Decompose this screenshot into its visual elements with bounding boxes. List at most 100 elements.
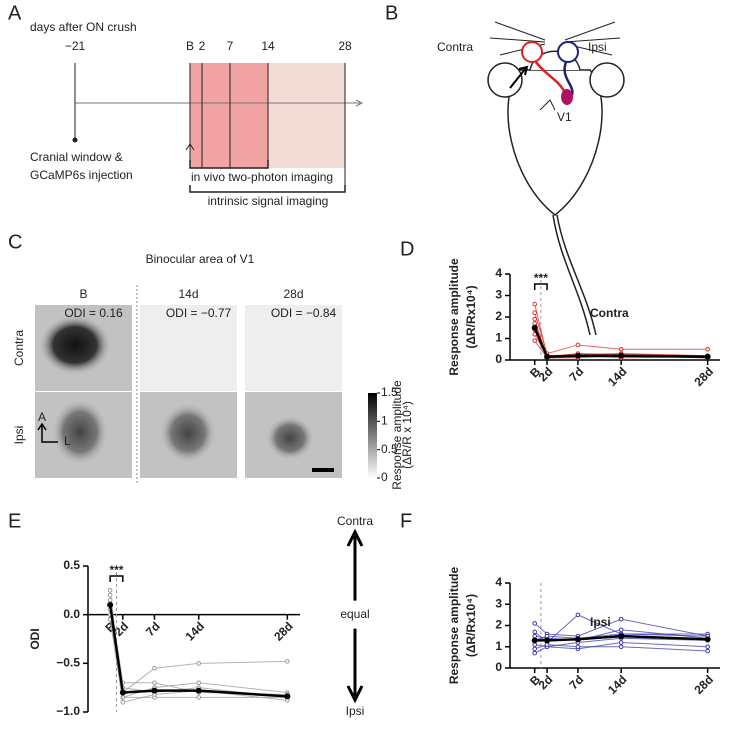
tick-label: 14 <box>261 39 275 53</box>
orientation: L <box>64 434 71 448</box>
row-label: Contra <box>12 330 26 366</box>
colorbar-tick-label: 0 <box>381 470 388 484</box>
point <box>119 689 126 696</box>
x-tick-label: 2d <box>536 672 556 692</box>
label: V1 <box>557 110 572 124</box>
point <box>575 612 581 618</box>
orientation-arrows <box>37 422 58 443</box>
maps: B 14d 28d Contra Ipsi ODI = 0.16 ODI = −0.77 OD… <box>12 287 342 478</box>
point <box>532 629 538 635</box>
point <box>618 633 625 640</box>
point <box>152 680 157 686</box>
point <box>107 592 113 598</box>
label: Ipsi <box>588 40 607 54</box>
x-tick-label: 14d <box>605 672 630 697</box>
point <box>618 616 624 622</box>
point <box>196 695 202 700</box>
point <box>532 316 538 322</box>
y-tick-label: 4 <box>495 575 502 589</box>
point <box>107 601 114 608</box>
panel-label: E <box>8 510 21 532</box>
panel-label: B <box>385 2 398 24</box>
point <box>152 665 157 671</box>
tick-label: 7 <box>227 39 234 53</box>
point <box>574 352 581 359</box>
point <box>618 627 624 633</box>
point <box>532 621 538 626</box>
x-tick-label: 28d <box>271 619 296 644</box>
colorbar-tick-label: 0.5 <box>381 442 398 456</box>
note: Cranial window & <box>30 150 123 164</box>
point <box>618 640 624 645</box>
direction-label: equal <box>340 607 369 621</box>
point <box>120 699 126 705</box>
point <box>196 680 202 686</box>
colorbar-label: Response amplitude <box>390 380 404 490</box>
axis-title: days after ON crush <box>30 20 137 34</box>
arrow <box>509 65 529 89</box>
response-blob <box>160 403 216 463</box>
significance: *** <box>109 563 123 577</box>
response-blob <box>266 416 314 460</box>
y-tick-label: 2 <box>495 618 502 632</box>
panel-label: A <box>8 2 22 24</box>
point <box>705 644 710 650</box>
x-tick-label: 7d <box>566 672 586 692</box>
point <box>195 687 202 694</box>
y-tick-label: 0.0 <box>63 607 80 621</box>
note: GCaMP6s injection <box>30 168 133 182</box>
direction-label: Ipsi <box>346 704 365 718</box>
timeline-arrow <box>355 99 364 107</box>
direction-label: Contra <box>337 514 373 528</box>
point <box>575 644 581 650</box>
point <box>544 353 551 360</box>
y-tick-label: 4 <box>495 266 502 280</box>
x-tick-label: 7d <box>566 364 586 384</box>
v1-area <box>561 89 573 105</box>
y-tick-label: 2 <box>495 309 502 323</box>
point <box>618 352 625 359</box>
point <box>705 648 710 654</box>
mouse <box>487 21 625 336</box>
point <box>196 661 202 666</box>
y-label: (ΔR/Rx10⁴) <box>464 285 478 348</box>
y-tick-label: −1.0 <box>56 704 80 718</box>
map <box>140 305 237 391</box>
point <box>531 324 538 331</box>
x-tick-label: 14d <box>605 364 630 389</box>
point <box>574 636 581 643</box>
point <box>618 346 624 352</box>
row-label: Ipsi <box>12 426 26 445</box>
x-tick-label: 14d <box>183 619 208 644</box>
colorbar-tick-label: 1.5 <box>381 385 398 399</box>
y-tick-label: 0.5 <box>63 558 80 572</box>
crush-arrow <box>185 143 195 160</box>
point <box>532 646 538 652</box>
y-label: Response amplitude <box>447 258 461 376</box>
column-header: 28d <box>283 287 303 301</box>
y-label: Response amplitude <box>447 566 461 684</box>
odi-label: ODI = −0.77 <box>166 306 232 320</box>
bracket <box>189 185 346 193</box>
y-label: ODI <box>28 628 42 649</box>
bracket-label: in vivo two-photon imaging <box>191 170 333 184</box>
y-tick-label: 3 <box>495 288 502 302</box>
y-tick-label: −0.5 <box>56 656 80 670</box>
column-header: B <box>79 287 87 301</box>
colorbar <box>368 393 377 478</box>
y-tick-label: 1 <box>495 639 502 653</box>
point <box>532 338 538 343</box>
point <box>532 321 538 326</box>
y-tick-label: 0 <box>495 660 502 674</box>
point <box>285 659 290 664</box>
chart-title: Contra <box>590 306 629 320</box>
point <box>704 353 711 360</box>
tick-label: 28 <box>338 39 352 53</box>
y-tick-label: 0 <box>495 352 502 366</box>
period-dark <box>190 63 268 168</box>
ipsi-pathway <box>563 61 574 96</box>
